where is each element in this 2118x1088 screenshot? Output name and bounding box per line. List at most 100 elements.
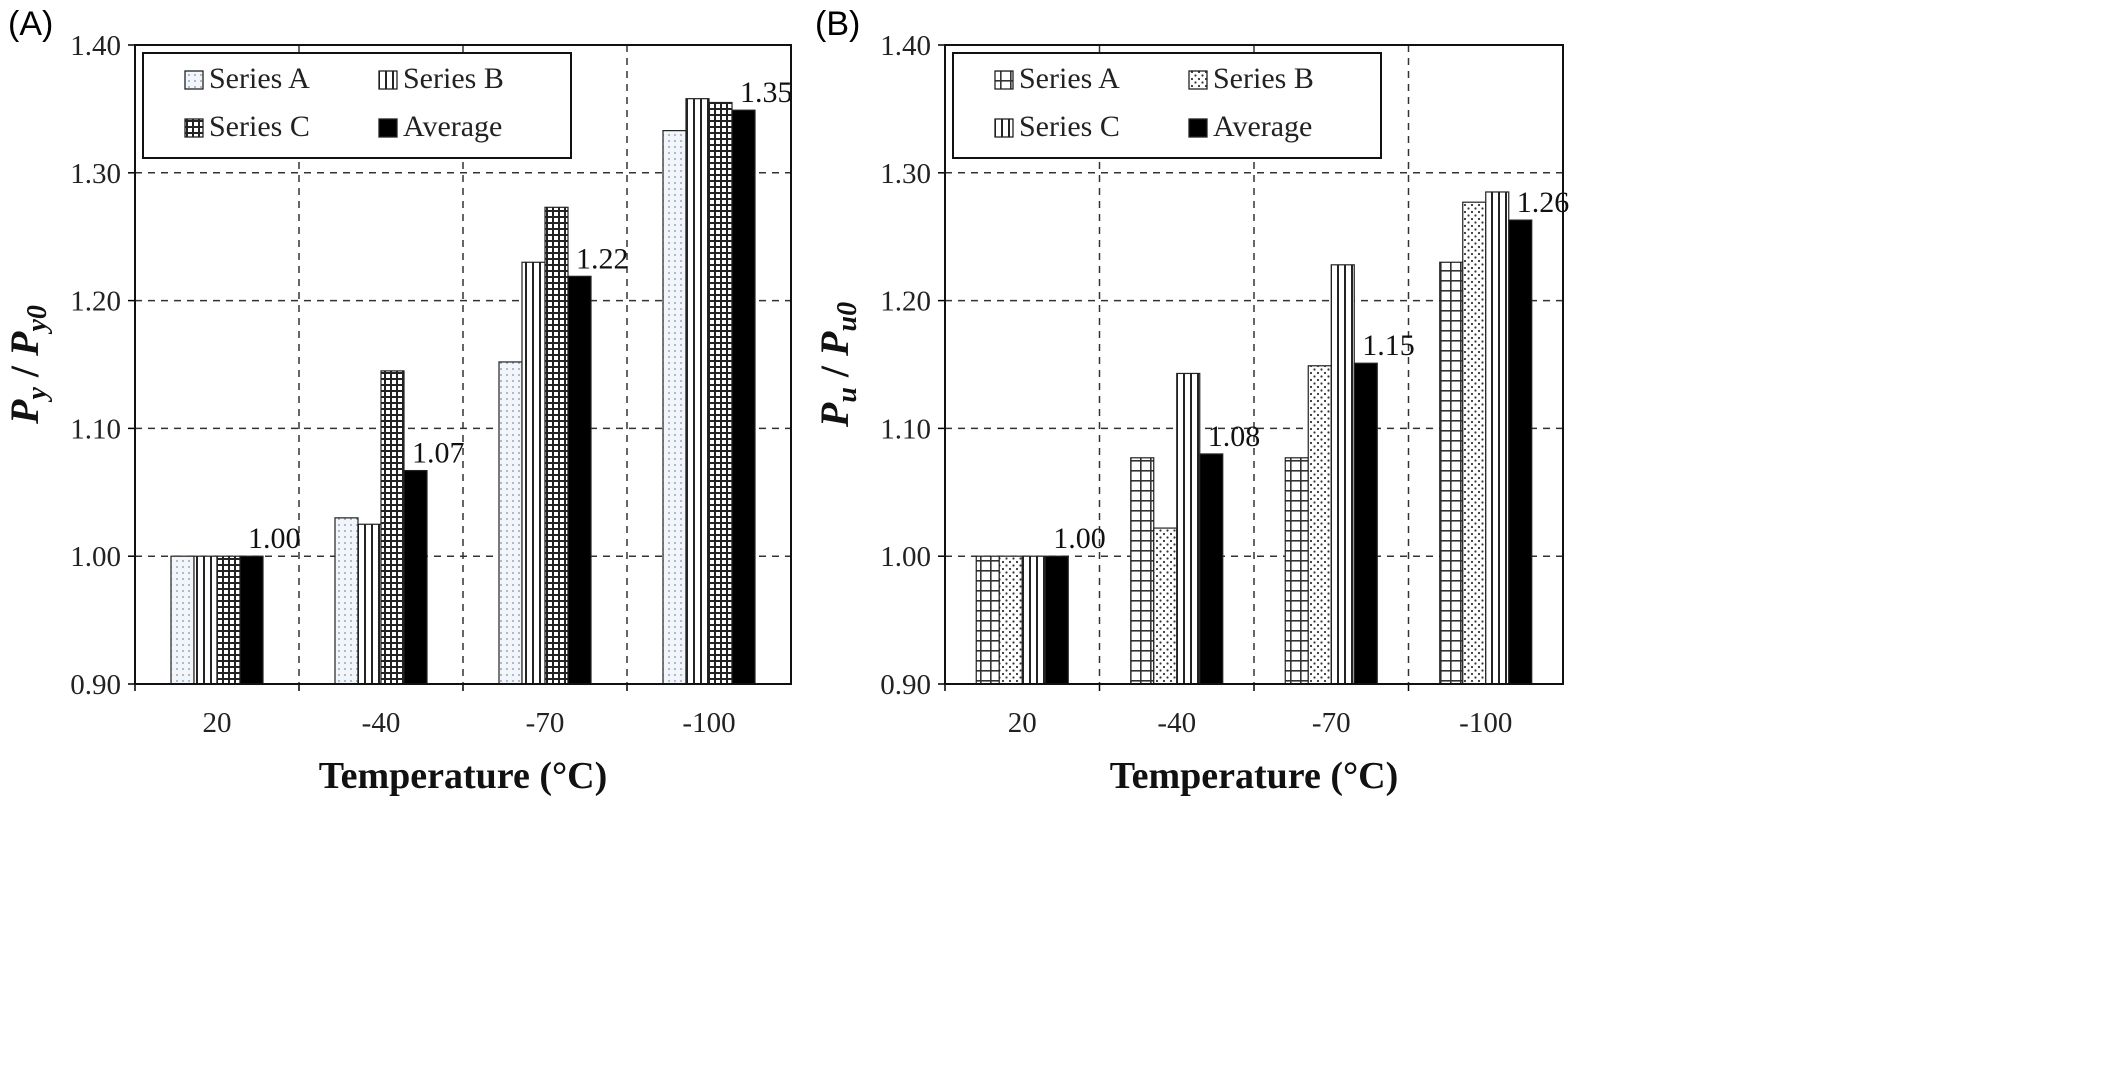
- legend: Series A Series B Series C Average: [952, 52, 1382, 159]
- bar: [998, 555, 1023, 685]
- y-axis-label-sep: /: [812, 356, 857, 387]
- y-tick-label: 0.90: [880, 669, 931, 701]
- chart-panel-a: (A) 0.90 1.00 1.10 1.20 1.30 1.40 1.00 20 1.07 -40…: [2, 5, 793, 797]
- data-label: 1.15: [1362, 329, 1415, 362]
- bar: [521, 261, 546, 685]
- bar: [403, 469, 428, 685]
- x-tick-label: -70: [1312, 707, 1351, 739]
- x-tick-label: -70: [526, 707, 565, 739]
- bar: [1284, 457, 1309, 685]
- bar: [357, 523, 382, 685]
- x-tick-label: -40: [1157, 707, 1196, 739]
- bar: [708, 101, 733, 685]
- x-tick-label: 20: [203, 707, 232, 739]
- legend-label: Series C: [1019, 110, 1120, 143]
- x-tick-label: -100: [1459, 707, 1512, 739]
- legend-swatch: [1188, 118, 1208, 138]
- bar: [1130, 457, 1155, 685]
- data-label: 1.00: [248, 522, 301, 555]
- bar: [1307, 365, 1332, 685]
- bar: [1044, 555, 1069, 685]
- legend-label: Series A: [1019, 62, 1120, 95]
- y-axis-label-p2: P: [812, 331, 857, 357]
- y-axis-label: Py / Py0: [2, 305, 53, 425]
- bar: [1353, 362, 1378, 685]
- data-label: 1.00: [1053, 522, 1106, 555]
- bar: [1199, 453, 1224, 685]
- legend-label: Series C: [209, 110, 310, 143]
- bar: [1330, 264, 1355, 685]
- legend-swatch: [184, 70, 204, 90]
- legend-swatch: [994, 70, 1014, 90]
- y-tick-label: 1.30: [70, 158, 121, 190]
- data-label: 1.26: [1517, 186, 1570, 219]
- plot-frame: [134, 44, 792, 685]
- y-tick-label: 1.40: [880, 30, 931, 62]
- y-tick-label: 1.00: [70, 541, 121, 573]
- legend-swatch: [378, 70, 398, 90]
- y-tick-label: 1.30: [880, 158, 931, 190]
- y-axis-label-sub2: y0: [22, 305, 53, 334]
- y-tick-label: 1.00: [880, 541, 931, 573]
- legend-swatch: [1188, 70, 1208, 90]
- legend-label: Series A: [209, 62, 310, 95]
- bar: [1485, 191, 1510, 685]
- bar: [380, 370, 405, 685]
- legend-swatch: [994, 118, 1014, 138]
- legend: Series A Series B Series C Average: [142, 52, 572, 159]
- data-label: 1.22: [576, 242, 629, 275]
- bar: [1462, 201, 1487, 685]
- legend-label: Average: [403, 110, 502, 143]
- bar: [544, 206, 569, 685]
- bar: [567, 275, 592, 685]
- bar: [662, 130, 687, 685]
- plot-frame: [944, 44, 1564, 685]
- bar: [685, 98, 710, 685]
- bar: [1176, 372, 1201, 685]
- legend-swatch: [184, 118, 204, 138]
- y-tick-label: 1.20: [880, 286, 931, 318]
- y-axis-label: Pu / Pu0: [812, 302, 863, 428]
- y-tick-label: 1.10: [70, 413, 121, 445]
- bar: [498, 361, 523, 685]
- panel-label: (A): [8, 5, 53, 43]
- y-axis-label-p2: P: [2, 331, 47, 357]
- bar: [1439, 261, 1464, 685]
- panel-label: (B): [815, 5, 860, 43]
- y-tick-label: 1.40: [70, 30, 121, 62]
- y-axis-label-p: P: [812, 402, 857, 428]
- bar: [216, 555, 241, 685]
- y-axis-label-sub2: u0: [832, 302, 863, 332]
- legend-box: [952, 52, 1382, 159]
- y-tick-label: 0.90: [70, 669, 121, 701]
- bar: [1508, 219, 1533, 685]
- legend-swatch: [378, 118, 398, 138]
- y-axis-label-sep: /: [2, 356, 47, 387]
- legend-label: Series B: [403, 62, 504, 95]
- y-axis-label-p: P: [2, 399, 47, 425]
- bar: [731, 109, 756, 685]
- y-axis-label-sub: y: [22, 387, 53, 403]
- x-tick-label: 20: [1008, 707, 1037, 739]
- x-axis-label: Temperature (°C): [319, 755, 608, 797]
- legend-label: Series B: [1213, 62, 1314, 95]
- chart-panel-b: (B) 0.90 1.00 1.10 1.20 1.30 1.40 1.00 20 1.08 -40…: [812, 5, 1569, 797]
- legend-label: Average: [1213, 110, 1312, 143]
- bar: [170, 555, 195, 685]
- bar: [334, 517, 359, 685]
- legend-box: [142, 52, 572, 159]
- x-tick-label: -100: [682, 707, 735, 739]
- bar: [193, 555, 218, 685]
- y-tick-label: 1.10: [880, 413, 931, 445]
- y-tick-label: 1.20: [70, 286, 121, 318]
- data-label: 1.07: [412, 437, 465, 470]
- data-label: 1.08: [1208, 420, 1261, 453]
- bar: [1021, 555, 1046, 685]
- data-label: 1.35: [740, 76, 793, 109]
- bar: [975, 555, 1000, 685]
- x-tick-label: -40: [362, 707, 401, 739]
- y-axis-label-sub: u: [832, 387, 863, 403]
- x-axis-label: Temperature (°C): [1110, 755, 1399, 797]
